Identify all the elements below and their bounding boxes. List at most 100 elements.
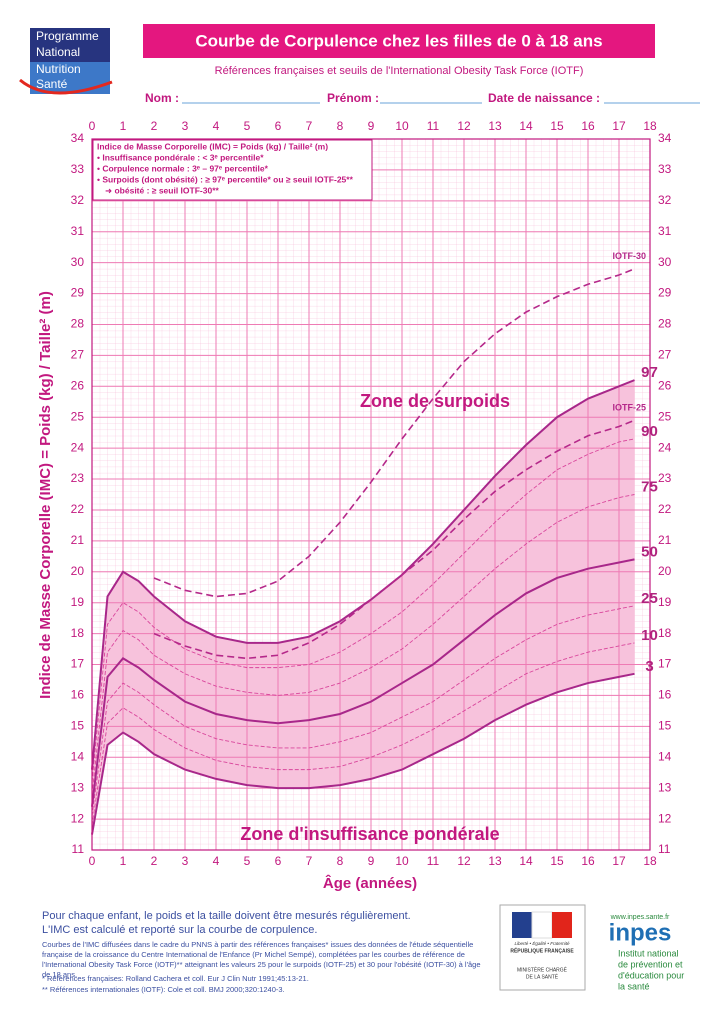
x-tick-label: 13 bbox=[488, 119, 502, 133]
x-tick-label: 9 bbox=[368, 854, 375, 868]
x-tick-label: 2 bbox=[151, 854, 158, 868]
y-tick-label: 11 bbox=[72, 842, 85, 856]
percentile-line bbox=[91, 379, 635, 770]
legend-text: • Corpulence normale : 3ᵉ – 97ᵉ percenti… bbox=[97, 163, 269, 173]
reference: * Références françaises: Rolland Cachera… bbox=[42, 974, 309, 983]
x-tick-label: 13 bbox=[488, 854, 502, 868]
x-tick-label: 5 bbox=[244, 854, 251, 868]
x-tick-label: 18 bbox=[643, 854, 657, 868]
logo-text: Nutrition bbox=[36, 62, 81, 76]
logo-swoosh bbox=[19, 78, 113, 95]
form-label: Nom : bbox=[145, 91, 179, 105]
x-tick-label: 14 bbox=[519, 119, 533, 133]
flag-red bbox=[552, 912, 572, 938]
inpes-text: d'éducation pour bbox=[618, 970, 684, 980]
x-axis-title: Âge (années) bbox=[323, 874, 417, 892]
y-tick-label: 34 bbox=[71, 131, 85, 145]
y-axis-title: Indice de Masse Corporelle (IMC) = Poids… bbox=[37, 291, 54, 699]
percentile-line bbox=[153, 419, 635, 660]
x-tick-label: 5 bbox=[244, 119, 251, 133]
percentile-line bbox=[91, 558, 635, 807]
y-tick-label: 23 bbox=[71, 471, 85, 485]
logo-box bbox=[30, 46, 110, 62]
y-tick-label: 19 bbox=[71, 595, 85, 609]
y-tick-label: 16 bbox=[71, 688, 85, 702]
y-tick-label: 21 bbox=[71, 533, 85, 547]
x-tick-label: 10 bbox=[395, 119, 409, 133]
inpes-text: Institut national bbox=[618, 948, 679, 958]
y-tick-label: 30 bbox=[71, 255, 85, 269]
logo-box bbox=[30, 62, 110, 94]
flag-blue bbox=[512, 912, 532, 938]
advice: Pour chaque enfant, le poids et la taill… bbox=[42, 910, 411, 922]
percentile-line bbox=[91, 642, 635, 826]
inpes-name: inpes bbox=[609, 919, 672, 946]
x-tick-label: 16 bbox=[581, 119, 595, 133]
republic: RÉPUBLIQUE FRANÇAISE bbox=[510, 946, 574, 954]
inpes-text: la santé bbox=[618, 981, 650, 991]
y-tick-label: 23 bbox=[658, 471, 672, 485]
logo-text: National bbox=[36, 45, 80, 59]
y-tick-label: 15 bbox=[658, 719, 672, 733]
y-tick-label: 24 bbox=[658, 440, 672, 454]
y-tick-label: 32 bbox=[658, 193, 672, 207]
x-tick-label: 4 bbox=[213, 119, 220, 133]
advice: L'IMC est calculé et reporté sur la cour… bbox=[42, 924, 318, 936]
y-tick-label: 25 bbox=[71, 409, 85, 423]
ministry-text: MINISTÈRE CHARGÉ bbox=[517, 966, 568, 973]
percentile-line bbox=[91, 605, 635, 817]
y-tick-label: 18 bbox=[658, 626, 672, 640]
legend-text: ➜ obésité : ≥ seuil IOTF-30** bbox=[105, 185, 220, 195]
note: Courbes de l'IMC diffusées dans le cadre… bbox=[42, 940, 481, 979]
x-tick-label: 10 bbox=[395, 854, 409, 868]
x-tick-label: 15 bbox=[550, 854, 564, 868]
x-tick-label: 4 bbox=[213, 854, 220, 868]
series-label: IOTF-30 bbox=[612, 251, 646, 261]
legend-text: • Surpoids (dont obésité) : ≥ 97ᵉ percen… bbox=[97, 174, 354, 184]
y-tick-label: 34 bbox=[658, 131, 672, 145]
y-tick-label: 20 bbox=[658, 564, 672, 578]
y-tick-label: 28 bbox=[71, 317, 85, 331]
y-tick-label: 26 bbox=[71, 378, 85, 392]
y-tick-label: 14 bbox=[71, 749, 85, 763]
title-bar bbox=[143, 24, 655, 58]
y-tick-label: 21 bbox=[658, 533, 672, 547]
zone-label: Zone d'insuffisance pondérale bbox=[240, 824, 499, 844]
normal-band bbox=[92, 380, 635, 835]
percentile-line bbox=[91, 438, 635, 783]
y-tick-label: 25 bbox=[658, 409, 672, 423]
x-tick-label: 1 bbox=[120, 854, 127, 868]
title: Courbe de Corpulence chez les filles de … bbox=[195, 31, 602, 50]
y-tick-label: 27 bbox=[71, 348, 85, 362]
y-tick-label: 13 bbox=[71, 780, 85, 794]
y-tick-label: 12 bbox=[658, 811, 672, 825]
y-tick-label: 13 bbox=[658, 780, 672, 794]
y-tick-label: 18 bbox=[71, 626, 85, 640]
y-tick-label: 16 bbox=[658, 688, 672, 702]
plot-frame bbox=[91, 138, 651, 851]
y-tick-label: 24 bbox=[71, 440, 85, 454]
inpes-url: www.inpes.sante.fr bbox=[610, 914, 670, 921]
y-tick-label: 12 bbox=[71, 811, 85, 825]
logo-text: Santé bbox=[36, 77, 68, 91]
percentile-line bbox=[91, 494, 635, 795]
y-tick-label: 11 bbox=[658, 842, 671, 856]
y-tick-label: 27 bbox=[658, 348, 672, 362]
y-tick-label: 33 bbox=[71, 162, 85, 176]
y-tick-label: 17 bbox=[71, 657, 85, 671]
plot: 0011223344556677889910101111121213131414… bbox=[71, 119, 672, 868]
x-tick-label: 9 bbox=[368, 119, 375, 133]
x-tick-label: 17 bbox=[612, 119, 626, 133]
logo-box bbox=[30, 28, 110, 46]
reference: ** Références internationales (IOTF): Co… bbox=[42, 985, 285, 994]
y-tick-label: 31 bbox=[71, 224, 85, 238]
ministry-text: DE LA SANTÉ bbox=[526, 973, 559, 980]
x-tick-label: 6 bbox=[275, 854, 282, 868]
y-tick-label: 14 bbox=[658, 749, 672, 763]
y-tick-label: 33 bbox=[658, 162, 672, 176]
x-tick-label: 18 bbox=[643, 119, 657, 133]
legend-box bbox=[92, 139, 373, 201]
y-tick-label: 17 bbox=[658, 657, 672, 671]
x-tick-label: 7 bbox=[306, 854, 313, 868]
